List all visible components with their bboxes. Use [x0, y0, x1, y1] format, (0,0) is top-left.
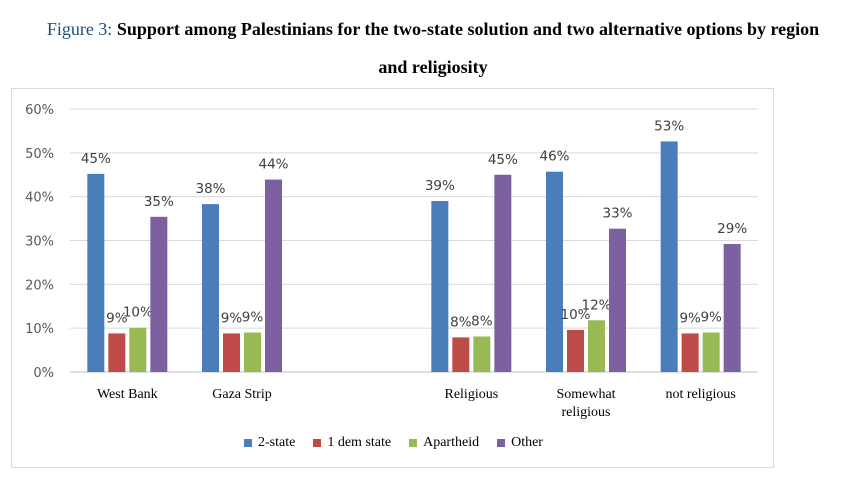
x-tick-label: religious [562, 405, 611, 420]
data-label: 38% [195, 181, 225, 197]
y-tick-label: 60% [25, 103, 54, 118]
y-tick-label: 0% [33, 366, 54, 381]
bar [546, 171, 563, 372]
bar [431, 201, 449, 372]
bar [244, 332, 261, 372]
bar [609, 228, 626, 372]
x-tick-label: Somewhat [556, 387, 615, 402]
figure-title: Figure 3: Support among Palestinians for… [0, 10, 866, 86]
x-tick-label: not religious [665, 387, 735, 402]
data-label: 35% [144, 194, 174, 210]
x-tick-label: Religious [444, 387, 498, 402]
y-tick-label: 40% [25, 191, 54, 206]
bar [223, 333, 240, 372]
x-tick-label: West Bank [97, 387, 158, 402]
data-label: 33% [602, 206, 632, 222]
bar [108, 333, 126, 372]
figure-title-line1: Support among Palestinians for the two-s… [116, 19, 820, 39]
data-label: 46% [539, 149, 569, 165]
x-tick-label: Gaza Strip [212, 387, 271, 402]
data-label: 45% [488, 152, 518, 168]
bar [660, 141, 678, 372]
data-label: 8% [450, 314, 472, 330]
y-tick-label: 10% [25, 322, 54, 337]
y-tick-label: 30% [25, 235, 54, 250]
data-label: 9% [700, 310, 722, 326]
legend-item: 1 dem state [313, 435, 391, 451]
data-label: 8% [471, 313, 493, 329]
chart-legend: 2-state 1 dem state Apartheid Other [12, 435, 775, 451]
data-label: 12% [581, 297, 611, 313]
bar [723, 244, 741, 372]
bar [567, 329, 584, 372]
bar-chart: 0%10%20%30%40%50%60%45%9%10%35%West Bank… [25, 103, 758, 420]
legend-label: 2-state [258, 435, 296, 450]
bar [702, 332, 720, 372]
legend-label: Apartheid [423, 435, 480, 450]
bar [588, 320, 605, 372]
figure-number: Figure 3: [46, 19, 113, 39]
data-label: 44% [258, 157, 288, 173]
data-label: 53% [654, 118, 684, 134]
bar [494, 174, 512, 372]
legend-item: Apartheid [409, 435, 479, 451]
bar [129, 327, 147, 372]
bar [473, 336, 491, 372]
legend-label: Other [511, 435, 543, 450]
data-label: 9% [221, 310, 243, 326]
legend-swatch [244, 439, 253, 447]
bar [87, 173, 105, 372]
data-label: 45% [81, 151, 111, 167]
bar [681, 333, 699, 372]
data-label: 9% [106, 310, 128, 326]
legend-swatch [497, 439, 506, 447]
legend-item: Other [497, 435, 543, 451]
data-label: 10% [123, 305, 153, 321]
data-label: 9% [679, 310, 701, 326]
bar [150, 216, 168, 372]
legend-item: 2-state [244, 435, 295, 451]
legend-swatch [409, 439, 418, 447]
legend-label: 1 dem state [327, 435, 392, 450]
bar [265, 179, 282, 372]
bar [202, 204, 219, 372]
y-tick-label: 20% [25, 278, 54, 293]
legend-swatch [313, 439, 322, 447]
data-label: 9% [242, 310, 264, 326]
bar [452, 337, 470, 372]
y-tick-label: 50% [25, 147, 54, 162]
data-label: 39% [425, 178, 455, 194]
data-label: 29% [717, 221, 747, 237]
chart-area: 0% 10% 20% 30% 40% 50% 60% 45% 9% 10% 35% West Bank… [11, 88, 774, 468]
figure-title-line2: and religiosity [378, 57, 488, 77]
data-label: 10% [560, 307, 590, 323]
